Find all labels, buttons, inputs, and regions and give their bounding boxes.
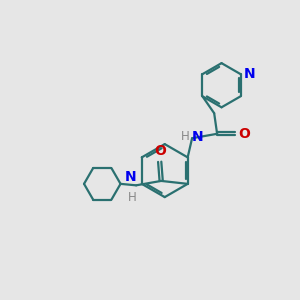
Text: N: N xyxy=(125,170,137,184)
Text: H: H xyxy=(128,191,137,204)
Text: O: O xyxy=(238,127,250,141)
Text: H: H xyxy=(181,130,190,143)
Text: O: O xyxy=(154,144,166,158)
Text: N: N xyxy=(244,67,255,81)
Text: N: N xyxy=(192,130,204,144)
